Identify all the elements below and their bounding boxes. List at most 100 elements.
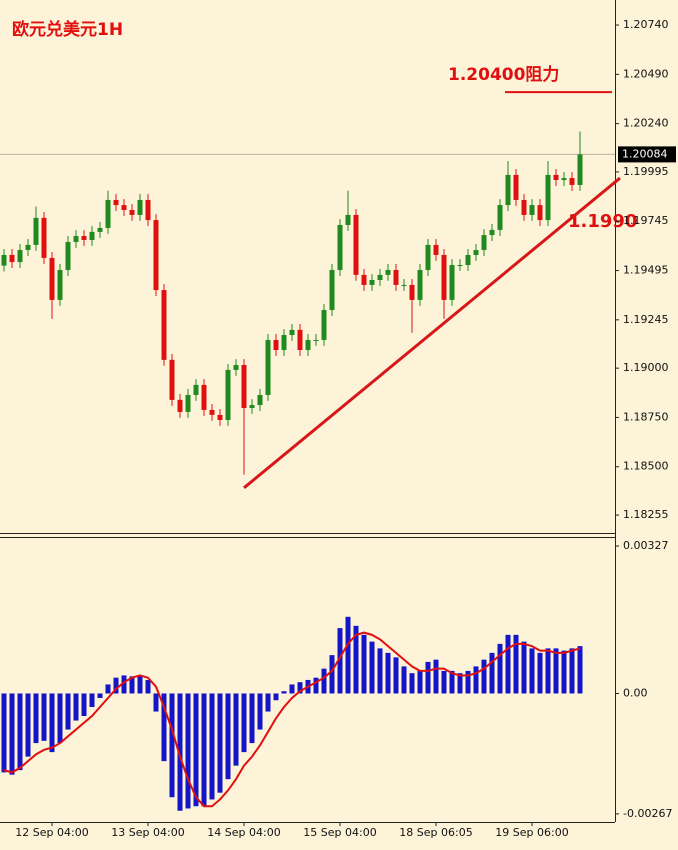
candle-body (209, 409, 215, 415)
candle-body (305, 339, 311, 351)
candle-body (121, 205, 127, 211)
candle-body (257, 394, 263, 406)
x-tick-label: 18 Sep 06:05 (399, 826, 472, 839)
macd-bar (505, 634, 511, 694)
macd-bar (1, 693, 7, 773)
candle-body (169, 359, 175, 400)
macd-bar (569, 648, 575, 694)
macd-bar (545, 648, 551, 694)
macd-bar (385, 652, 391, 694)
candle-body (201, 384, 207, 410)
candle-body (401, 284, 407, 286)
macd-bar (465, 670, 471, 694)
macd-bar (473, 666, 479, 694)
macd-bar (161, 693, 167, 762)
candle-body (41, 217, 47, 258)
candle-body (417, 269, 423, 300)
candle-body (273, 339, 279, 351)
macd-bar (105, 684, 111, 694)
candle-body (545, 174, 551, 221)
candle-body (353, 214, 359, 275)
candle-body (49, 257, 55, 300)
x-tick-label: 19 Sep 06:00 (495, 826, 568, 839)
candle-body (137, 199, 143, 215)
macd-bar (177, 693, 183, 811)
macd-bar (329, 655, 335, 694)
candle-body (321, 309, 327, 340)
y-tick-label: 1.18255 (623, 508, 669, 521)
macd-bar (321, 668, 327, 694)
macd-bar (497, 643, 503, 694)
candle-body (553, 174, 559, 181)
y-tick-label: 1.19745 (623, 214, 669, 227)
macd-bar (89, 693, 95, 708)
candle-body (377, 274, 383, 281)
y-tick-label: 1.20490 (623, 67, 669, 80)
macd-bar (265, 693, 271, 712)
macd-bar (153, 693, 159, 712)
candle-body (1, 254, 7, 266)
candle-body (281, 335, 287, 351)
macd-bar (185, 693, 191, 809)
macd-bar (225, 693, 231, 780)
candle-body (313, 339, 319, 341)
candle-body (385, 269, 391, 275)
current-price-label: 1.20084 (622, 147, 668, 160)
resistance-label: 1.20400阻力 (448, 64, 559, 85)
macd-bar (521, 641, 527, 694)
macd-bar (81, 693, 87, 717)
candle-body (513, 174, 519, 200)
macd-bar (489, 652, 495, 694)
candle-body (577, 154, 583, 185)
macd-bar (169, 693, 175, 798)
y-tick-label: 1.18750 (623, 410, 669, 423)
macd-bar (289, 684, 295, 694)
candle-body (9, 254, 15, 263)
macd-bar (113, 677, 119, 694)
candle-body (105, 199, 111, 228)
candle-body (249, 405, 255, 408)
x-tick-label: 14 Sep 04:00 (207, 826, 280, 839)
candle-body (329, 269, 335, 310)
candle-body (185, 394, 191, 412)
candle-body (289, 329, 295, 336)
macd-bar (369, 641, 375, 694)
candle-body (241, 364, 247, 408)
candle-body (129, 210, 135, 215)
support-label: 1.1990 (568, 211, 637, 232)
macd-bar (481, 659, 487, 694)
candle-body (345, 214, 351, 225)
candle-body (505, 174, 511, 206)
candle-body (497, 205, 503, 230)
macd-bar (233, 693, 239, 766)
candle-body (145, 199, 151, 221)
macd-bar (121, 675, 127, 694)
macd-bar (337, 628, 343, 694)
candle-body (489, 229, 495, 236)
candle-body (193, 384, 199, 395)
y-tick-label: 1.19995 (623, 165, 669, 178)
candle-body (529, 205, 535, 215)
macd-bar (529, 648, 535, 694)
macd-bar (449, 670, 455, 694)
y-tick-label: -0.00267 (623, 807, 672, 820)
candle-body (425, 244, 431, 270)
candle-body (481, 235, 487, 251)
candle-body (161, 290, 167, 360)
candle-body (25, 244, 31, 251)
candle-body (57, 269, 63, 300)
macd-bar (401, 666, 407, 694)
macd-bar (209, 693, 215, 800)
macd-bar (97, 693, 103, 698)
candle-body (33, 217, 39, 245)
candle-body (449, 265, 455, 300)
candle-body (441, 254, 447, 300)
candle-body (561, 178, 567, 181)
macd-bar (57, 693, 63, 744)
candle-body (297, 329, 303, 351)
candle-body (177, 399, 183, 412)
candle-body (17, 250, 23, 263)
candle-body (361, 274, 367, 285)
